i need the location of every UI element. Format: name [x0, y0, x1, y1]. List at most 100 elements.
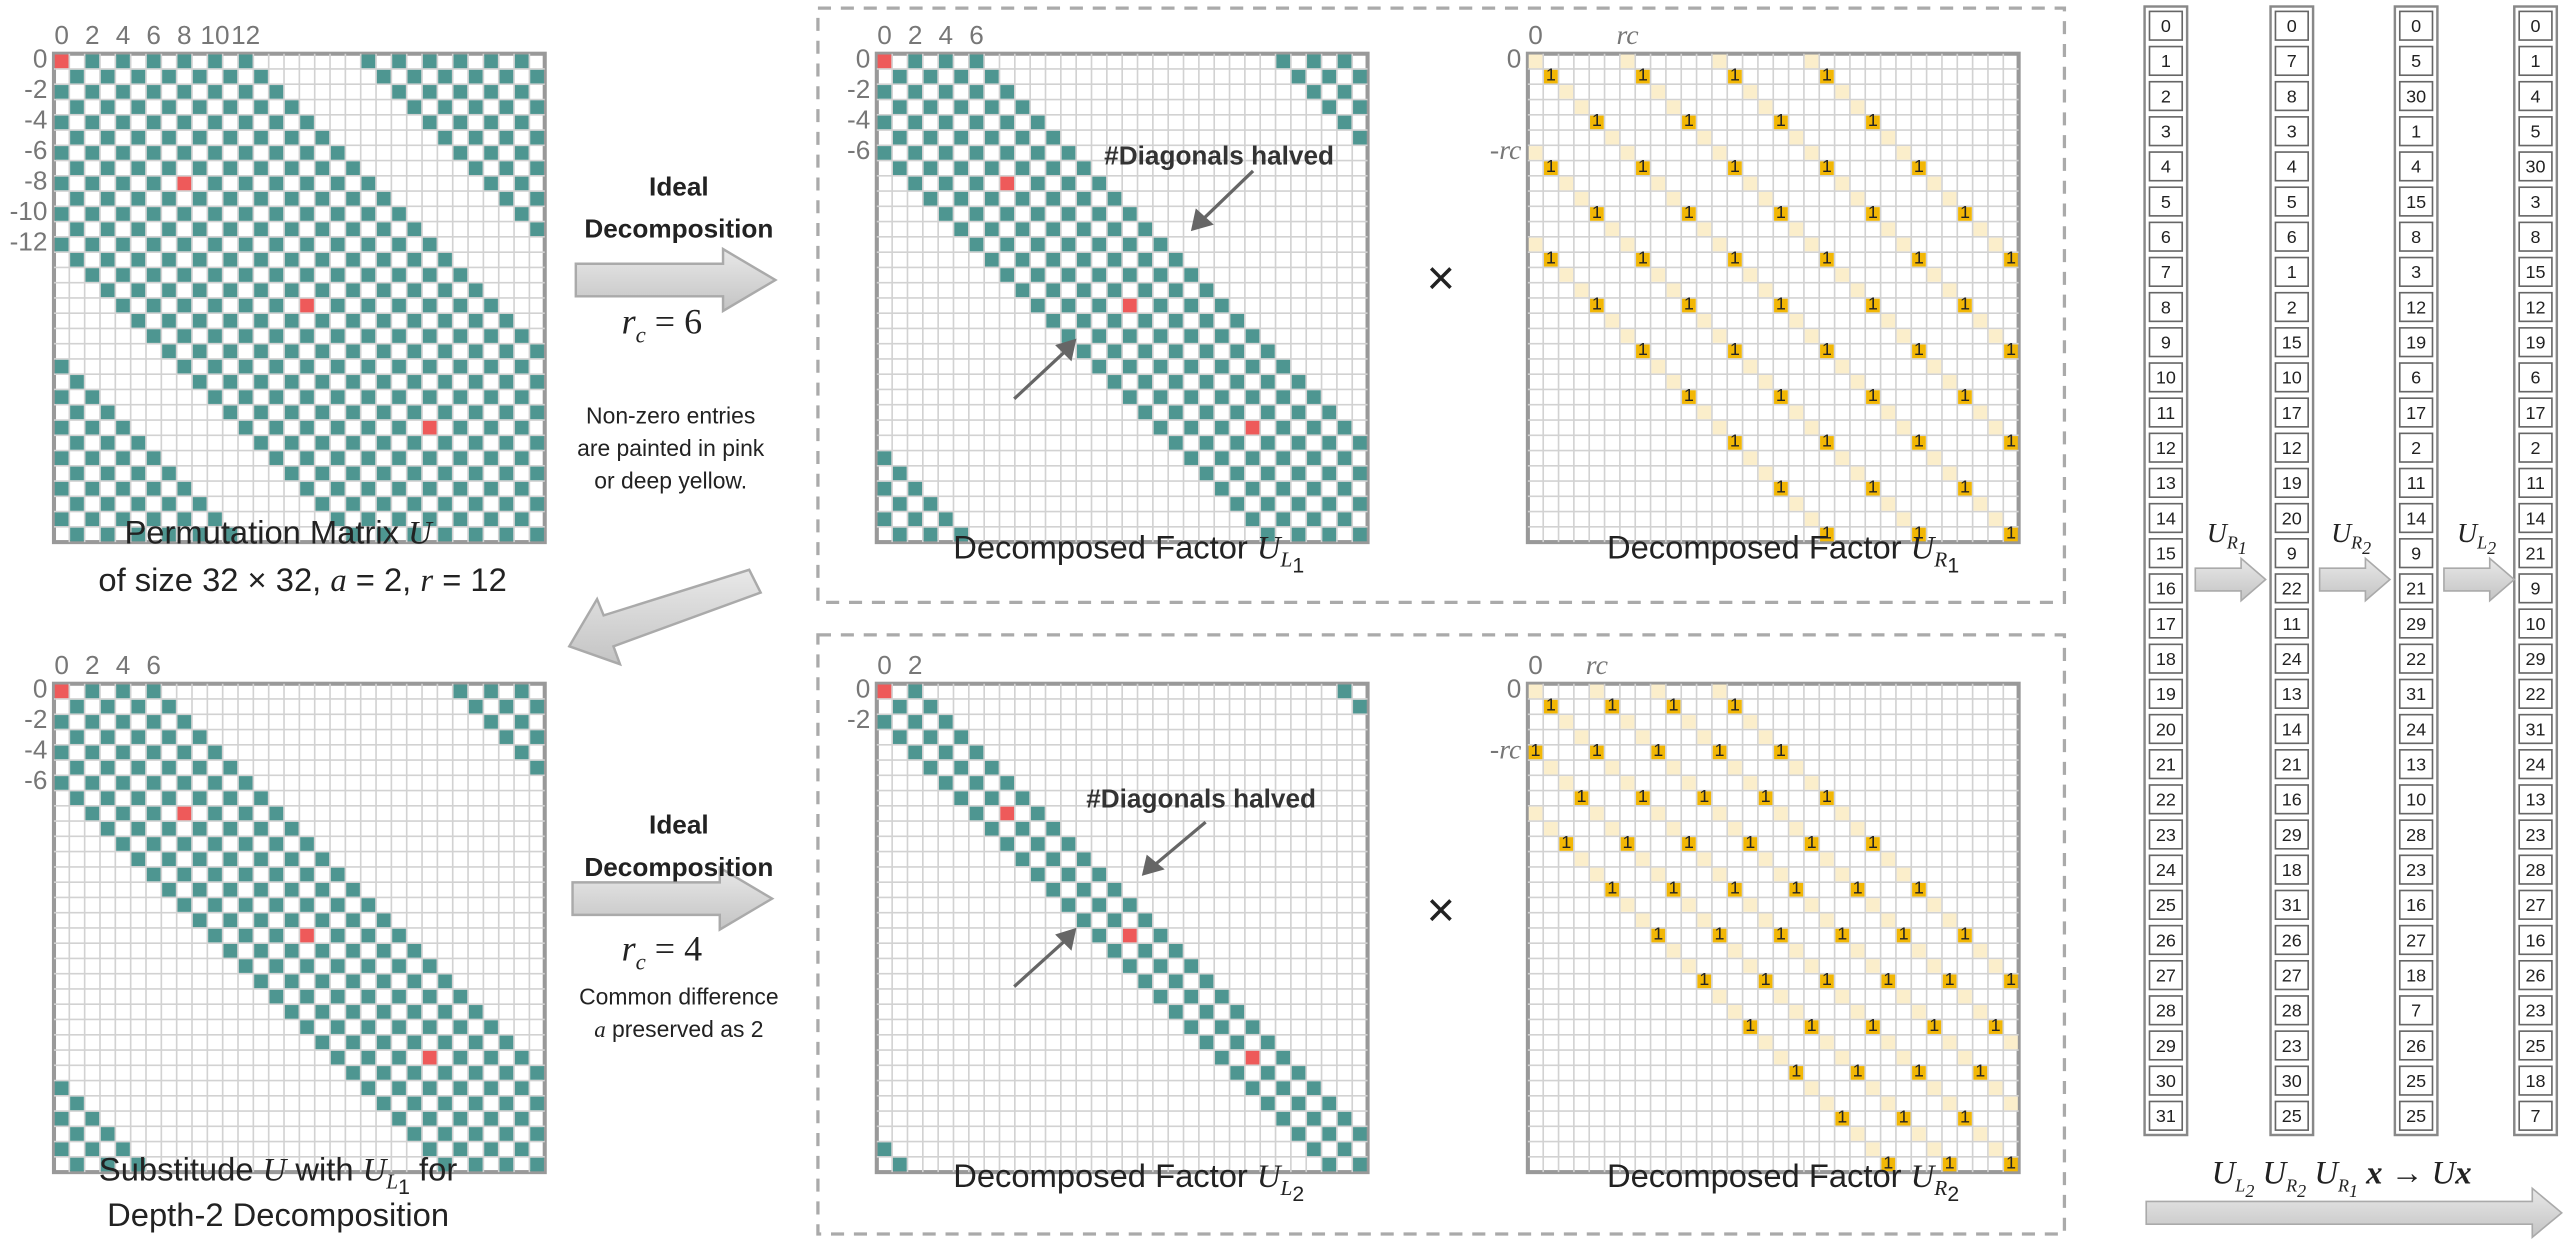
band-cell — [1015, 852, 1030, 867]
diag-cell — [1912, 944, 1926, 958]
band-cell — [1276, 390, 1291, 404]
band-cell — [1153, 359, 1168, 374]
band-cell — [376, 1035, 391, 1050]
band-cell — [484, 451, 498, 465]
band-cell — [361, 1020, 376, 1034]
band-cell — [315, 466, 330, 481]
band-cell — [468, 405, 483, 420]
band-cell — [300, 989, 314, 1004]
y-tick-label: -2 — [24, 74, 47, 104]
band-cell — [514, 512, 529, 527]
band-cell — [499, 100, 514, 114]
svg-text:1: 1 — [2006, 248, 2016, 268]
band-cell — [100, 283, 115, 298]
vector-entry: 15 — [2156, 544, 2176, 564]
nonzero-one — [1912, 527, 1926, 542]
diag-cell — [1927, 451, 1942, 465]
band-cell — [284, 882, 299, 897]
band-cell — [85, 207, 100, 221]
diag-cell — [1988, 1142, 2003, 1157]
band-cell — [468, 161, 483, 176]
band-cell — [1353, 1127, 1367, 1141]
vector-entry: 18 — [2526, 1071, 2546, 1091]
nonzero-one — [1958, 207, 1972, 221]
band-cell — [315, 405, 330, 420]
svg-text:1: 1 — [2006, 522, 2016, 542]
band-cell — [238, 54, 253, 69]
band-cell — [954, 191, 969, 206]
x-tick-label: 8 — [177, 20, 192, 50]
band-cell — [1107, 313, 1122, 328]
arrow-decompose-1 — [574, 246, 778, 314]
band-cell — [116, 451, 130, 465]
band-cell — [1307, 54, 1321, 69]
band-cell — [1015, 130, 1030, 145]
band-cell — [376, 344, 391, 359]
band-cell — [954, 130, 969, 145]
band-cell — [70, 161, 84, 176]
band-cell — [499, 130, 514, 145]
vector-entry: 8 — [2411, 227, 2421, 247]
band-cell — [1291, 405, 1306, 420]
nonzero-one — [1835, 1111, 1850, 1126]
band-cell — [1199, 313, 1214, 328]
band-cell — [468, 375, 483, 389]
diag-cell — [1866, 1142, 1880, 1157]
band-cell — [484, 176, 498, 191]
band-cell — [484, 715, 498, 729]
band-cell — [1353, 497, 1367, 511]
band-cell — [468, 1096, 483, 1111]
band-cell — [1276, 359, 1291, 374]
band-cell — [300, 115, 314, 130]
band-cell — [346, 313, 360, 328]
band-cell — [177, 85, 192, 99]
band-cell — [514, 684, 529, 699]
band-cell — [70, 527, 84, 542]
band-cell — [1184, 420, 1199, 435]
band-cell — [514, 1050, 529, 1065]
diag-cell — [1881, 852, 1896, 867]
band-cell — [116, 1142, 130, 1157]
svg-text:1: 1 — [1822, 431, 1832, 451]
vector-entry: 29 — [2156, 1036, 2176, 1056]
band-cell — [954, 791, 969, 806]
band-cell — [70, 405, 84, 420]
band-cell — [1000, 115, 1015, 130]
band-cell — [453, 115, 468, 130]
nonzero-entry — [1123, 928, 1137, 943]
x-tick-label: 6 — [146, 650, 161, 680]
diag-cell — [1804, 54, 1819, 69]
band-cell — [1307, 85, 1321, 99]
svg-text:1: 1 — [1638, 786, 1648, 806]
vector-entry: 7 — [2531, 1106, 2541, 1126]
y-tick-label: 0 — [856, 674, 871, 704]
band-cell — [514, 85, 529, 99]
band-cell — [1123, 268, 1137, 282]
band-cell — [54, 176, 69, 191]
diag-cell — [1942, 466, 1957, 481]
band-cell — [1261, 497, 1275, 511]
vector-entry: 24 — [2282, 649, 2302, 669]
band-cell — [100, 527, 115, 542]
band-cell — [116, 745, 130, 760]
band-cell — [1107, 944, 1122, 958]
band-cell — [954, 100, 969, 114]
band-cell — [315, 852, 330, 867]
band-cell — [407, 466, 422, 481]
band-cell — [85, 85, 100, 99]
band-cell — [1353, 1157, 1367, 1172]
nonzero-one — [1651, 928, 1666, 943]
nonzero-one — [1620, 837, 1635, 851]
band-cell — [969, 806, 984, 821]
band-cell — [877, 715, 892, 729]
band-cell — [1307, 481, 1321, 496]
band-cell — [1307, 1142, 1321, 1157]
band-cell — [146, 237, 161, 252]
nonzero-one — [1636, 252, 1650, 267]
band-cell — [192, 852, 207, 867]
x-tick-label: 0 — [877, 20, 892, 50]
band-cell — [131, 283, 146, 298]
nonzero-one — [1820, 791, 1834, 806]
band-cell — [208, 867, 222, 882]
band-cell — [223, 375, 238, 389]
